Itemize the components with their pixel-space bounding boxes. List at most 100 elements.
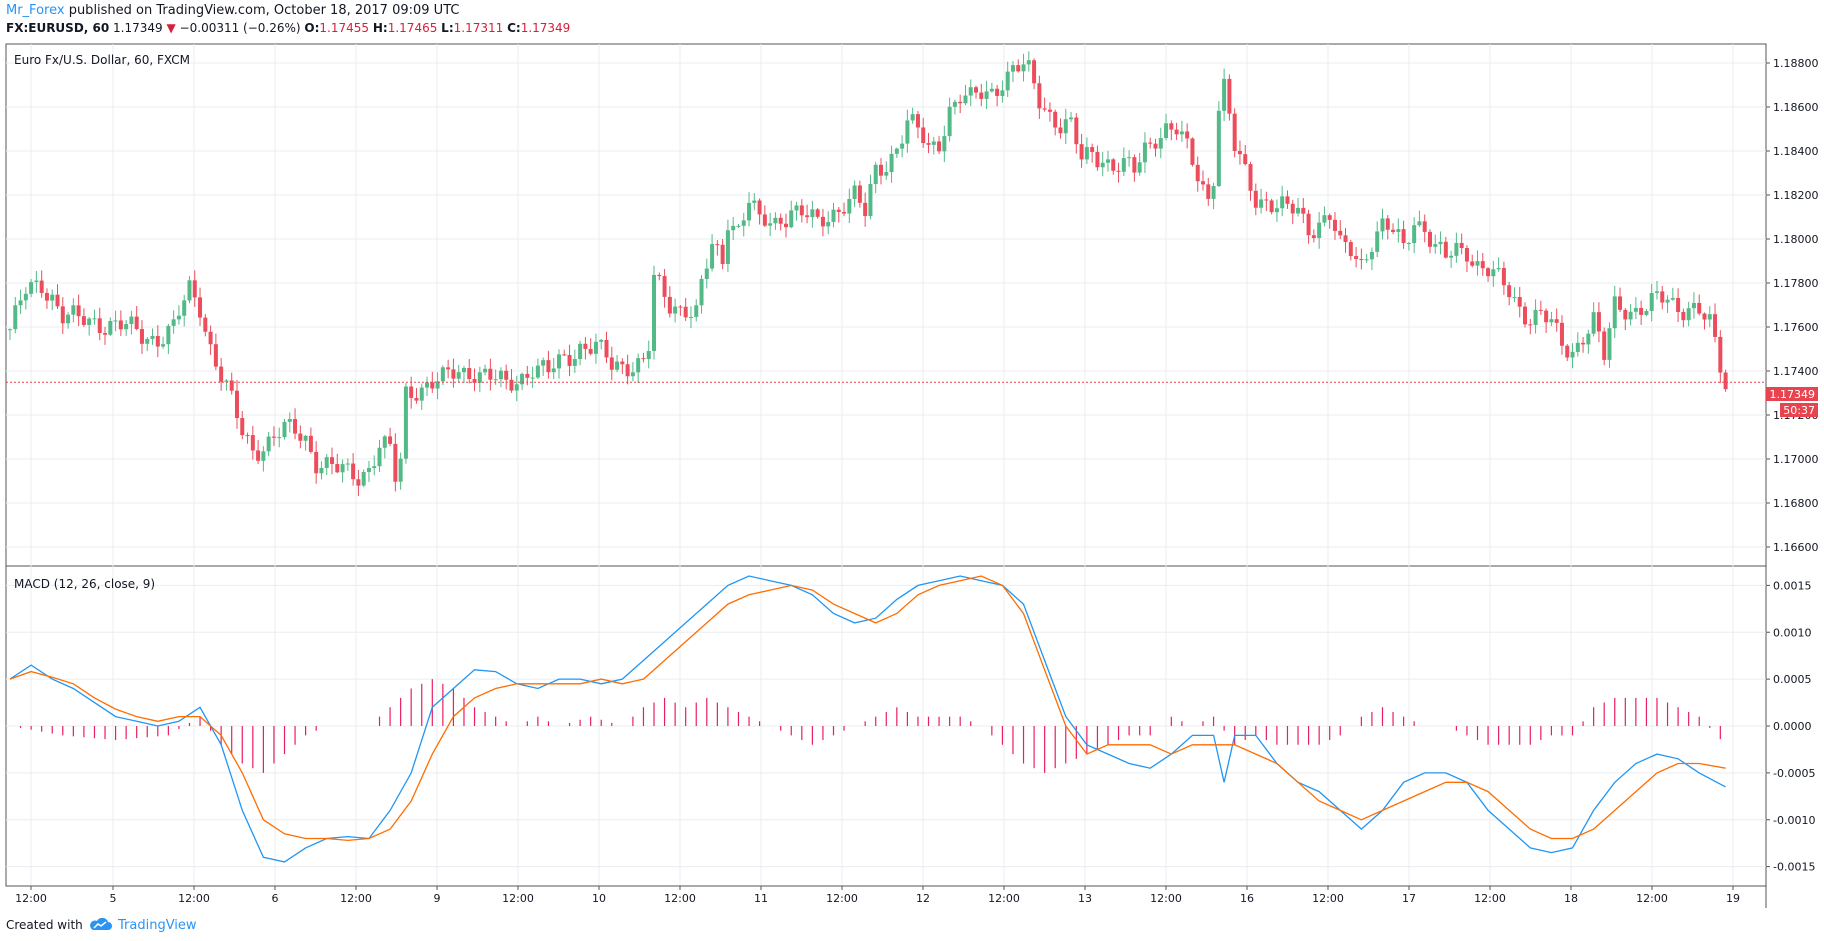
candle-body bbox=[1116, 170, 1121, 172]
candle-body bbox=[419, 387, 424, 401]
price-tick-label: 1.17800 bbox=[1773, 277, 1819, 290]
candle-body bbox=[1079, 144, 1084, 160]
time-tick-label: 12:00 bbox=[340, 892, 372, 905]
author-link[interactable]: Mr_Forex bbox=[6, 3, 65, 18]
candle-body bbox=[1111, 159, 1116, 171]
candle-body bbox=[1686, 308, 1691, 321]
price-tick-label: 1.18000 bbox=[1773, 233, 1819, 246]
candle-body bbox=[1570, 351, 1575, 358]
candle-body bbox=[1174, 129, 1179, 135]
candle-body bbox=[1237, 150, 1242, 155]
candle-body bbox=[757, 200, 762, 215]
signal-line bbox=[9, 575, 1726, 842]
candle-body bbox=[1565, 345, 1570, 358]
candle-body bbox=[1227, 78, 1232, 114]
candle-body bbox=[847, 198, 852, 214]
candle-body bbox=[820, 216, 825, 227]
candle-body bbox=[293, 419, 298, 434]
price-tick-label: 1.17000 bbox=[1773, 453, 1819, 466]
publish-line: Mr_Forex published on TradingView.com, O… bbox=[6, 3, 459, 18]
candle-body bbox=[588, 348, 593, 354]
candle-body bbox=[155, 335, 160, 347]
candle-body bbox=[1713, 314, 1718, 337]
candle-body bbox=[1042, 108, 1047, 110]
time-tick-label: 12:00 bbox=[988, 892, 1020, 905]
candle-body bbox=[1338, 230, 1343, 236]
candle-body bbox=[1443, 241, 1448, 258]
candle-body bbox=[282, 421, 287, 438]
candle-body bbox=[261, 451, 266, 461]
macd-tick-label: 0.0000 bbox=[1773, 720, 1812, 733]
candle-body bbox=[752, 200, 757, 203]
candle-body bbox=[23, 293, 28, 301]
candle-body bbox=[609, 357, 614, 370]
candle-body bbox=[894, 148, 899, 154]
candle-body bbox=[1037, 83, 1042, 109]
footer: Created with TradingView bbox=[0, 908, 1824, 941]
candle-body bbox=[1158, 138, 1163, 149]
candle-body bbox=[979, 92, 984, 99]
time-tick-label: 18 bbox=[1564, 892, 1578, 905]
candle-body bbox=[931, 141, 936, 145]
candle-body bbox=[1375, 231, 1380, 252]
candle-body bbox=[1480, 261, 1485, 269]
candle-body bbox=[1285, 196, 1290, 204]
candle-body bbox=[81, 316, 86, 325]
candle-body bbox=[879, 164, 883, 176]
candle-body bbox=[1718, 336, 1723, 373]
candle-body bbox=[905, 120, 910, 144]
candle-body bbox=[298, 433, 303, 441]
candle-body bbox=[1633, 307, 1638, 312]
candle-body bbox=[219, 366, 224, 382]
macd-histogram bbox=[19, 679, 1721, 773]
candle-body bbox=[504, 370, 509, 380]
chart-canvas[interactable]: 1.166001.168001.170001.172001.174001.176… bbox=[0, 0, 1824, 908]
candle-body bbox=[1127, 157, 1132, 159]
candle-body bbox=[467, 367, 472, 379]
candle-body bbox=[1380, 218, 1385, 232]
macd-tick-label: -0.0005 bbox=[1773, 767, 1815, 780]
candle-body bbox=[176, 315, 181, 320]
candle-body bbox=[1058, 127, 1063, 134]
candle-body bbox=[66, 314, 71, 324]
time-tick-label: 17 bbox=[1402, 892, 1416, 905]
candle-body bbox=[1417, 221, 1422, 226]
chart-header: Mr_Forex published on TradingView.com, O… bbox=[0, 0, 1824, 44]
candle-body bbox=[224, 380, 229, 382]
candle-body bbox=[1607, 328, 1612, 360]
candle-body bbox=[1486, 268, 1491, 277]
candle-body bbox=[1491, 269, 1496, 277]
candle-body bbox=[1311, 235, 1316, 239]
candle-body bbox=[694, 305, 699, 317]
candle-body bbox=[1544, 310, 1549, 323]
tradingview-brand-link[interactable]: TradingView bbox=[118, 918, 197, 933]
candle-body bbox=[118, 320, 123, 330]
candle-body bbox=[87, 318, 92, 325]
candle-body bbox=[1702, 313, 1707, 320]
candle-body bbox=[884, 172, 889, 176]
candle-body bbox=[578, 343, 583, 359]
candle-body bbox=[1359, 259, 1364, 261]
candle-body bbox=[773, 217, 778, 224]
candle-body bbox=[852, 185, 857, 199]
time-tick-label: 12 bbox=[916, 892, 930, 905]
candle-body bbox=[393, 443, 398, 482]
last-price-label: 1.17349 50:37 bbox=[1766, 387, 1818, 417]
time-tick-label: 19 bbox=[1726, 892, 1740, 905]
candle-body bbox=[572, 358, 577, 366]
candle-body bbox=[1074, 117, 1079, 145]
candle-body bbox=[778, 217, 783, 224]
candle-body bbox=[1047, 109, 1052, 112]
time-tick-label: 12:00 bbox=[1312, 892, 1344, 905]
candle-body bbox=[615, 361, 620, 370]
open-label: O: bbox=[304, 21, 320, 35]
candle-body bbox=[1253, 190, 1258, 208]
candle-body bbox=[678, 306, 683, 308]
candle-body bbox=[29, 282, 34, 294]
candle-body bbox=[762, 214, 767, 226]
candle-body bbox=[1084, 147, 1089, 160]
candle-body bbox=[161, 344, 166, 347]
price-tick-label: 1.17600 bbox=[1773, 321, 1819, 334]
macd-tick-label: 0.0015 bbox=[1773, 579, 1812, 592]
candle-body bbox=[984, 91, 989, 99]
